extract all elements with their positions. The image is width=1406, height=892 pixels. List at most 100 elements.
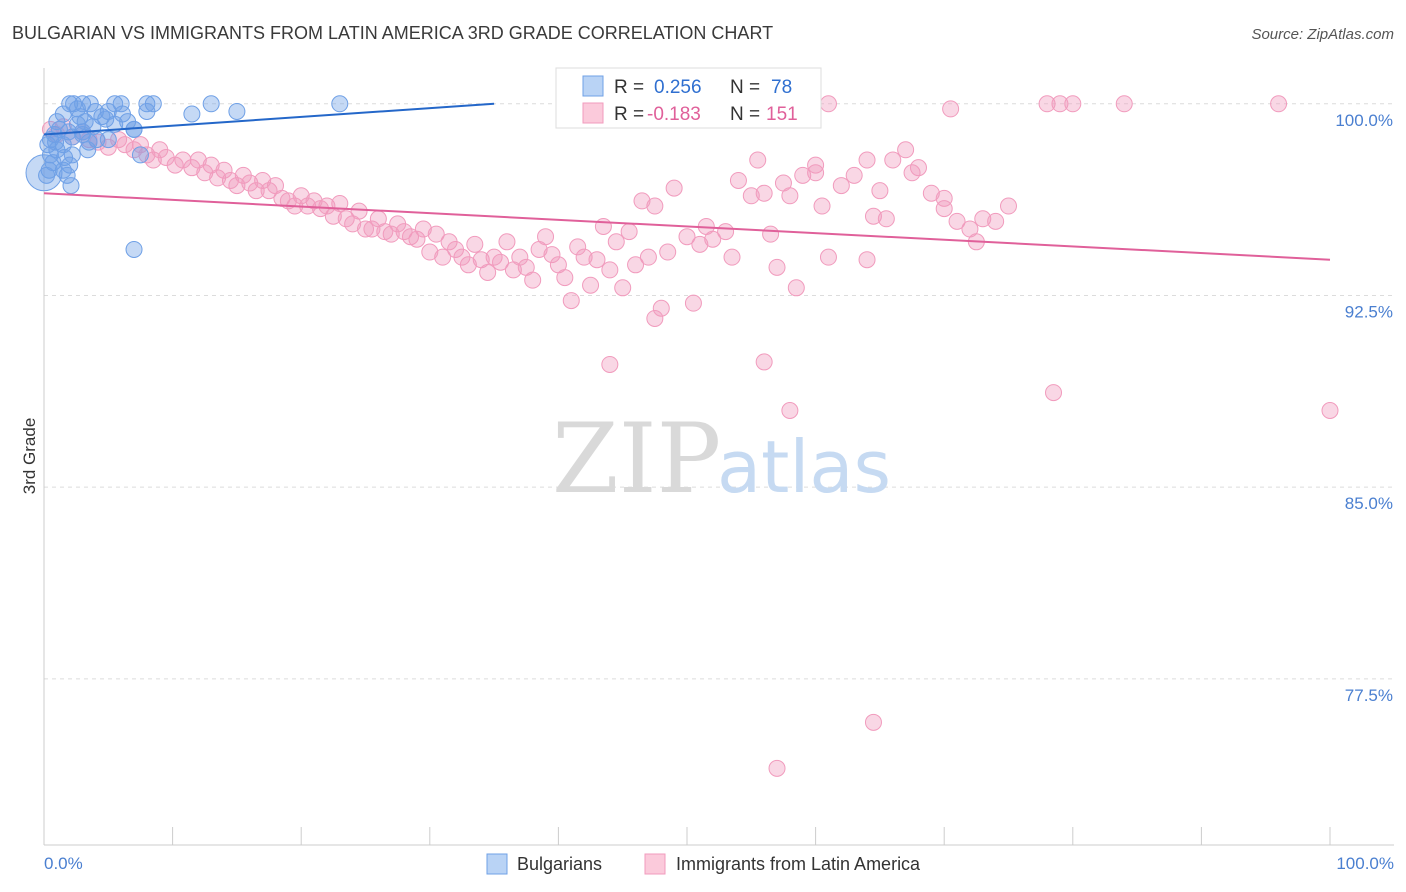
- point-latin-america-56: [427, 225, 445, 243]
- point-latin-america-55: [421, 243, 439, 261]
- point-latin-america-94: [678, 228, 696, 246]
- trend-line-latin-america: [43, 192, 1331, 261]
- point-latin-america-66: [492, 253, 510, 271]
- point-latin-america-106: [768, 258, 786, 276]
- point-bulgarians-46: [125, 240, 143, 258]
- point-latin-america-151: [646, 197, 664, 215]
- point-latin-america-129: [974, 210, 992, 228]
- point-latin-america-83: [601, 261, 619, 279]
- point-latin-america-88: [633, 192, 651, 210]
- point-latin-america-95: [684, 294, 702, 312]
- point-latin-america-150: [807, 156, 825, 174]
- point-bulgarians-53: [97, 110, 115, 128]
- point-latin-america-67: [498, 233, 516, 251]
- point-latin-america-54: [414, 220, 432, 238]
- point-latin-america-121: [897, 141, 915, 159]
- point-latin-america-9: [116, 136, 134, 154]
- point-bulgarians-36: [63, 146, 81, 164]
- x-tick-marks: [43, 827, 1331, 845]
- point-latin-america-134: [864, 713, 882, 731]
- point-latin-america-114: [832, 177, 850, 195]
- series-bulgarians-points: [25, 95, 349, 258]
- point-latin-america-100: [723, 248, 741, 266]
- point-bulgarians-56: [25, 154, 63, 192]
- point-latin-america-135: [755, 353, 773, 371]
- point-latin-america-136: [601, 355, 619, 373]
- point-latin-america-49: [382, 225, 400, 243]
- point-bulgarians-44: [62, 177, 80, 195]
- point-latin-america-85: [614, 279, 632, 297]
- point-latin-america-86: [620, 223, 638, 241]
- point-bulgarians-37: [79, 141, 97, 159]
- point-latin-america-23: [215, 161, 233, 179]
- point-latin-america-131: [1000, 197, 1017, 215]
- point-latin-america-141: [1038, 95, 1056, 113]
- point-bulgarians-40: [61, 156, 79, 174]
- point-latin-america-84: [607, 233, 625, 251]
- series-latin-america-points: [41, 95, 1339, 777]
- point-latin-america-113: [819, 248, 837, 266]
- point-latin-america-145: [1270, 95, 1288, 113]
- legend-n-value-latin-america: 151: [766, 104, 798, 125]
- point-latin-america-119: [877, 210, 895, 228]
- point-latin-america-124: [922, 184, 940, 202]
- bottom-legend-swatch-bulgarians: [486, 853, 508, 875]
- point-latin-america-142: [1051, 95, 1069, 113]
- point-latin-america-116: [858, 151, 876, 169]
- point-latin-america-11: [131, 136, 149, 154]
- legend-r-label-bulgarians: R =: [614, 77, 644, 98]
- legend-r-value-bulgarians: 0.256: [654, 77, 702, 98]
- trend-line-bulgarians: [43, 102, 495, 136]
- point-latin-america-45: [357, 220, 374, 238]
- legend-swatch-latin-america: [582, 102, 604, 124]
- point-latin-america-148: [858, 251, 876, 269]
- point-bulgarians-14: [183, 105, 201, 123]
- point-latin-america-79: [575, 248, 593, 266]
- point-latin-america-125: [935, 200, 953, 218]
- point-latin-america-53: [408, 230, 426, 248]
- point-latin-america-115: [845, 166, 863, 184]
- legend-r-label-latin-america: R =: [614, 104, 644, 125]
- point-latin-america-93: [665, 179, 683, 197]
- chart-title: BULGARIAN VS IMMIGRANTS FROM LATIN AMERI…: [12, 23, 773, 43]
- point-latin-america-105: [762, 225, 780, 243]
- watermark-atlas: atlas: [717, 425, 891, 509]
- point-latin-america-87: [627, 256, 645, 274]
- point-latin-america-108: [781, 187, 799, 205]
- y-tick-label-2: 85.0%: [1345, 494, 1393, 513]
- point-latin-america-73: [537, 228, 555, 246]
- y-tick-label-0: 100.0%: [1335, 111, 1393, 130]
- point-latin-america-74: [543, 246, 561, 264]
- point-latin-america-149: [935, 189, 953, 207]
- point-latin-america-118: [871, 182, 889, 200]
- point-latin-america-110: [794, 166, 812, 184]
- point-latin-america-130: [987, 212, 1005, 230]
- point-latin-america-99: [717, 223, 735, 241]
- y-tick-label-3: 77.5%: [1345, 686, 1393, 705]
- point-latin-america-46: [363, 220, 381, 238]
- point-bulgarians-52: [47, 133, 65, 151]
- point-latin-america-126: [948, 212, 966, 230]
- point-latin-america-28: [247, 182, 265, 200]
- point-bulgarians-45: [131, 146, 149, 164]
- point-latin-america-120: [884, 151, 902, 169]
- bottom-legend-label-bulgarians: Bulgarians: [517, 854, 602, 874]
- point-latin-america-137: [1045, 384, 1063, 402]
- y-tick-label-1: 92.5%: [1345, 302, 1393, 321]
- point-latin-america-117: [864, 207, 882, 225]
- point-latin-america-91: [652, 299, 670, 317]
- point-latin-america-101: [729, 171, 747, 189]
- point-latin-america-64: [479, 263, 497, 281]
- point-latin-america-69: [511, 248, 529, 266]
- y-tick-labels: 100.0% 92.5% 85.0% 77.5%: [1335, 111, 1393, 705]
- point-latin-america-144: [1115, 95, 1133, 113]
- point-latin-america-102: [742, 187, 760, 205]
- point-bulgarians-13: [138, 102, 156, 120]
- point-bulgarians-15: [228, 102, 246, 120]
- point-latin-america-132: [781, 401, 799, 419]
- point-latin-america-112: [813, 197, 831, 215]
- point-latin-america-44: [350, 202, 368, 220]
- legend-swatch-bulgarians: [582, 75, 604, 97]
- point-latin-america-133: [768, 759, 786, 777]
